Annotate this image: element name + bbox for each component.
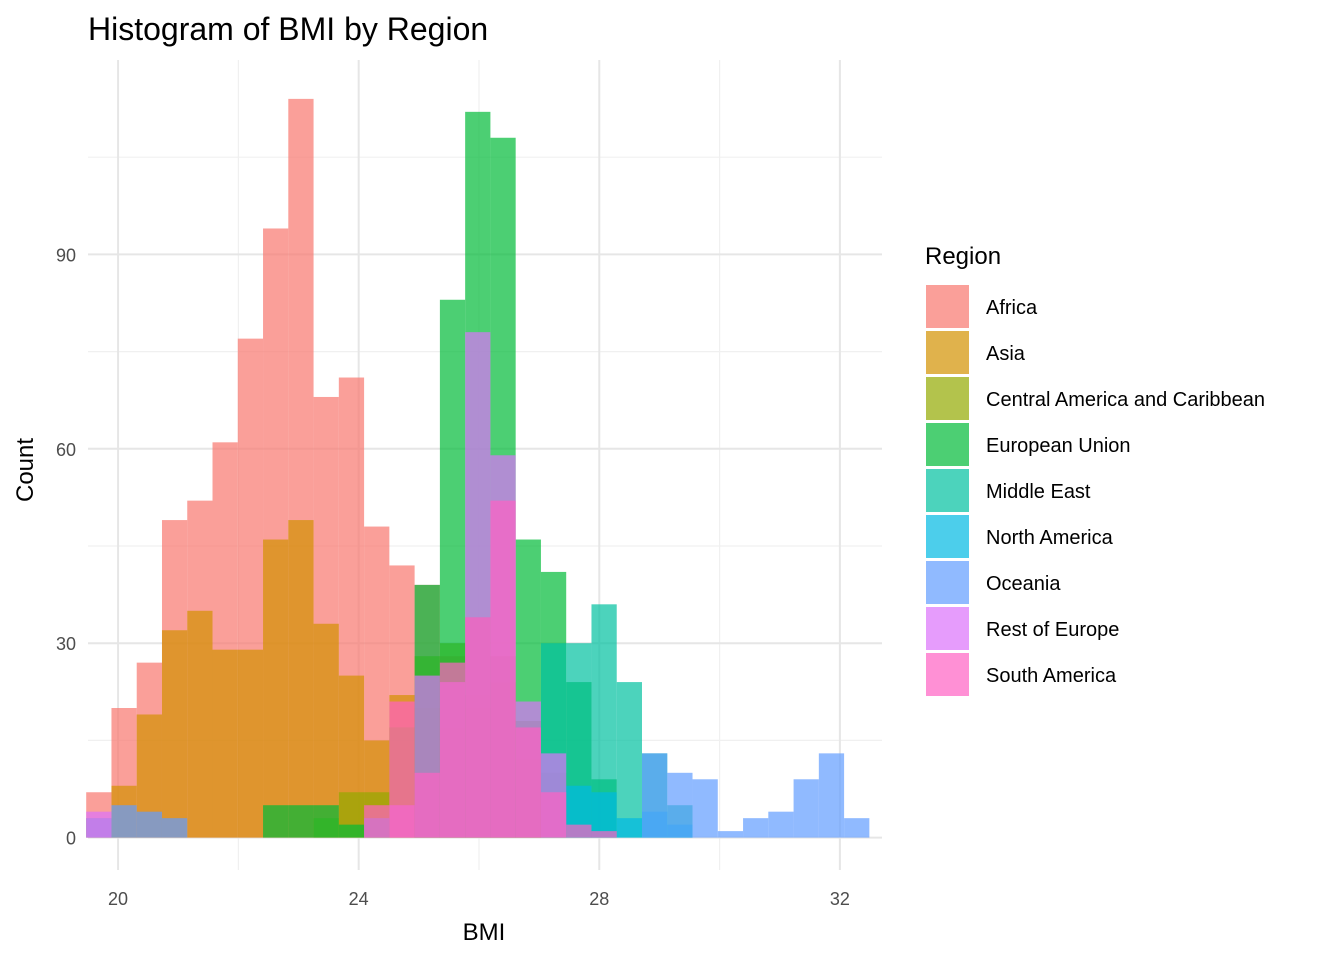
- x-tick-label: 32: [830, 889, 850, 909]
- legend-label: South America: [986, 665, 1117, 687]
- histogram-bar: [439, 662, 466, 838]
- histogram-bar: [313, 805, 339, 838]
- histogram-bar: [591, 792, 617, 838]
- histogram-bar: [161, 818, 188, 838]
- legend-label: North America: [986, 527, 1114, 549]
- histogram-bar: [768, 811, 794, 838]
- histogram-bar: [414, 772, 440, 838]
- histogram-bar: [540, 792, 567, 838]
- legend-key: [926, 423, 969, 466]
- histogram-bar: [364, 805, 390, 838]
- y-tick-label: 90: [56, 245, 76, 265]
- series-south-america: [364, 500, 617, 838]
- legend-label: Central America and Caribbean: [986, 389, 1265, 411]
- x-tick-label: 28: [589, 889, 609, 909]
- histogram-bar: [692, 779, 718, 838]
- histogram-bar: [490, 500, 516, 838]
- x-tick-label: 20: [108, 889, 128, 909]
- plot-axes: 20 24 28 32 0 30 60 90: [56, 245, 850, 909]
- histogram-bar: [844, 818, 870, 838]
- legend-label: European Union: [986, 435, 1131, 457]
- legend-label: Oceania: [986, 573, 1061, 595]
- legend-label: Middle East: [986, 481, 1091, 503]
- legend-title: Region: [925, 243, 1001, 270]
- histogram-bar: [288, 520, 314, 838]
- histogram-bars: [86, 98, 870, 838]
- histogram-bar: [237, 649, 264, 838]
- histogram-bar: [288, 805, 314, 838]
- histogram-bar: [338, 824, 365, 838]
- histogram-bar: [616, 682, 642, 838]
- legend-label: Asia: [986, 343, 1026, 365]
- legend-key: [926, 561, 969, 604]
- histogram-bar: [136, 811, 162, 838]
- histogram-bar: [818, 753, 845, 838]
- legend-key: [926, 285, 969, 328]
- legend-key: [926, 607, 969, 650]
- histogram-bar: [515, 727, 541, 838]
- histogram-bar: [642, 753, 668, 838]
- histogram-bar: [111, 805, 137, 838]
- histogram-bar: [717, 831, 744, 838]
- y-axis-title: Count: [12, 438, 39, 502]
- legend-key: [926, 653, 969, 696]
- histogram-bar: [389, 701, 415, 838]
- legend: Region Africa Asia Central America and Car…: [925, 243, 1265, 696]
- legend-key: [926, 331, 969, 374]
- chart-title: Histogram of BMI by Region: [88, 11, 488, 47]
- histogram-bar: [263, 539, 289, 838]
- histogram-bar: [86, 811, 112, 838]
- legend-key: [926, 377, 969, 420]
- legend-key: [926, 515, 969, 558]
- x-axis-title: BMI: [463, 919, 506, 946]
- histogram-bar: [743, 818, 769, 838]
- histogram-bar: [187, 610, 213, 838]
- histogram-bar: [591, 831, 617, 838]
- x-tick-label: 24: [349, 889, 369, 909]
- histogram-bar: [616, 818, 642, 838]
- histogram-bar: [212, 649, 238, 838]
- histogram-bar: [465, 617, 491, 838]
- histogram-bar: [566, 824, 592, 838]
- legend-key: [926, 469, 969, 512]
- y-tick-label: 30: [56, 634, 76, 654]
- legend-label: Africa: [986, 297, 1038, 319]
- histogram-bar: [161, 630, 188, 838]
- legend-label: Rest of Europe: [986, 619, 1119, 641]
- histogram-bar: [263, 805, 289, 838]
- histogram-bar: [793, 779, 819, 838]
- histogram-bar: [667, 772, 693, 838]
- y-tick-label: 0: [66, 829, 76, 849]
- y-tick-label: 60: [56, 440, 76, 460]
- histogram-bar: [313, 623, 339, 838]
